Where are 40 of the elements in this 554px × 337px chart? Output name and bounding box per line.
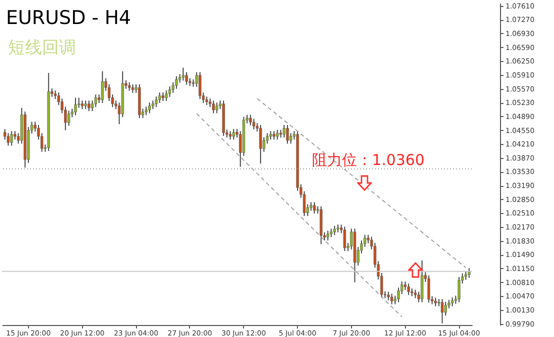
annotation: 阻力位：1.0360 bbox=[312, 151, 424, 169]
candlestick bbox=[343, 226, 346, 252]
candlestick bbox=[420, 260, 424, 303]
candlestick bbox=[175, 76, 178, 90]
candlestick bbox=[6, 132, 10, 146]
candlestick bbox=[182, 67, 184, 82]
candlestick bbox=[249, 114, 252, 126]
candlestick bbox=[148, 102, 151, 114]
candlestick bbox=[185, 72, 188, 86]
candlestick bbox=[88, 100, 90, 112]
candlestick bbox=[390, 293, 394, 305]
candlestick bbox=[333, 225, 336, 236]
candlestick bbox=[326, 230, 330, 241]
candlestick bbox=[458, 276, 460, 303]
candlestick bbox=[313, 202, 316, 214]
candlestick bbox=[407, 283, 410, 296]
chart-title: EURUSD - H4 bbox=[6, 7, 132, 29]
candlestick bbox=[212, 100, 215, 114]
candlestick bbox=[158, 92, 161, 104]
candlestick bbox=[94, 94, 98, 108]
candlestick bbox=[232, 128, 235, 140]
candlestick bbox=[165, 90, 168, 102]
candlestick bbox=[10, 130, 13, 146]
candlestick bbox=[168, 86, 172, 98]
candlestick bbox=[444, 301, 447, 316]
candlestick bbox=[74, 97, 77, 116]
candlestick bbox=[276, 129, 279, 140]
candlestick bbox=[67, 110, 70, 126]
text: 短线回调 bbox=[8, 38, 76, 58]
candlestick bbox=[154, 96, 158, 108]
candlestick bbox=[198, 72, 202, 100]
candlestick bbox=[252, 118, 256, 130]
candlestick bbox=[215, 102, 218, 114]
candlestick bbox=[282, 124, 286, 138]
candlestick bbox=[259, 124, 262, 164]
candlestick bbox=[468, 268, 470, 278]
candlestick bbox=[286, 124, 289, 144]
candlestick bbox=[427, 274, 430, 304]
candlestick bbox=[440, 298, 444, 324]
candlestick bbox=[101, 70, 104, 104]
